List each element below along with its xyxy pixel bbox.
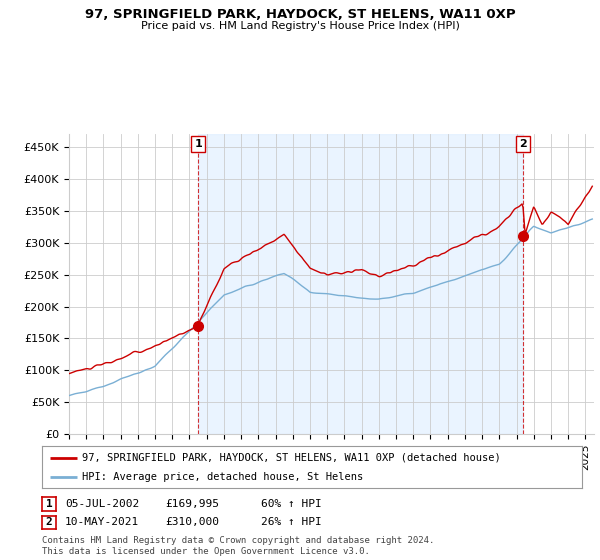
Text: 97, SPRINGFIELD PARK, HAYDOCK, ST HELENS, WA11 0XP: 97, SPRINGFIELD PARK, HAYDOCK, ST HELENS… xyxy=(85,8,515,21)
Text: 10-MAY-2021: 10-MAY-2021 xyxy=(65,517,139,528)
Text: 97, SPRINGFIELD PARK, HAYDOCK, ST HELENS, WA11 0XP (detached house): 97, SPRINGFIELD PARK, HAYDOCK, ST HELENS… xyxy=(83,452,501,463)
Text: 26% ↑ HPI: 26% ↑ HPI xyxy=(261,517,322,528)
Text: 05-JUL-2002: 05-JUL-2002 xyxy=(65,499,139,509)
Text: Price paid vs. HM Land Registry's House Price Index (HPI): Price paid vs. HM Land Registry's House … xyxy=(140,21,460,31)
Text: 60% ↑ HPI: 60% ↑ HPI xyxy=(261,499,322,509)
Text: 2: 2 xyxy=(46,517,53,528)
Text: £310,000: £310,000 xyxy=(165,517,219,528)
Text: 2: 2 xyxy=(519,139,527,149)
Bar xyxy=(198,134,523,434)
Text: 1: 1 xyxy=(46,499,53,509)
Text: 1: 1 xyxy=(194,139,202,149)
Text: £169,995: £169,995 xyxy=(165,499,219,509)
Text: HPI: Average price, detached house, St Helens: HPI: Average price, detached house, St H… xyxy=(83,472,364,482)
Text: Contains HM Land Registry data © Crown copyright and database right 2024.
This d: Contains HM Land Registry data © Crown c… xyxy=(42,536,434,556)
